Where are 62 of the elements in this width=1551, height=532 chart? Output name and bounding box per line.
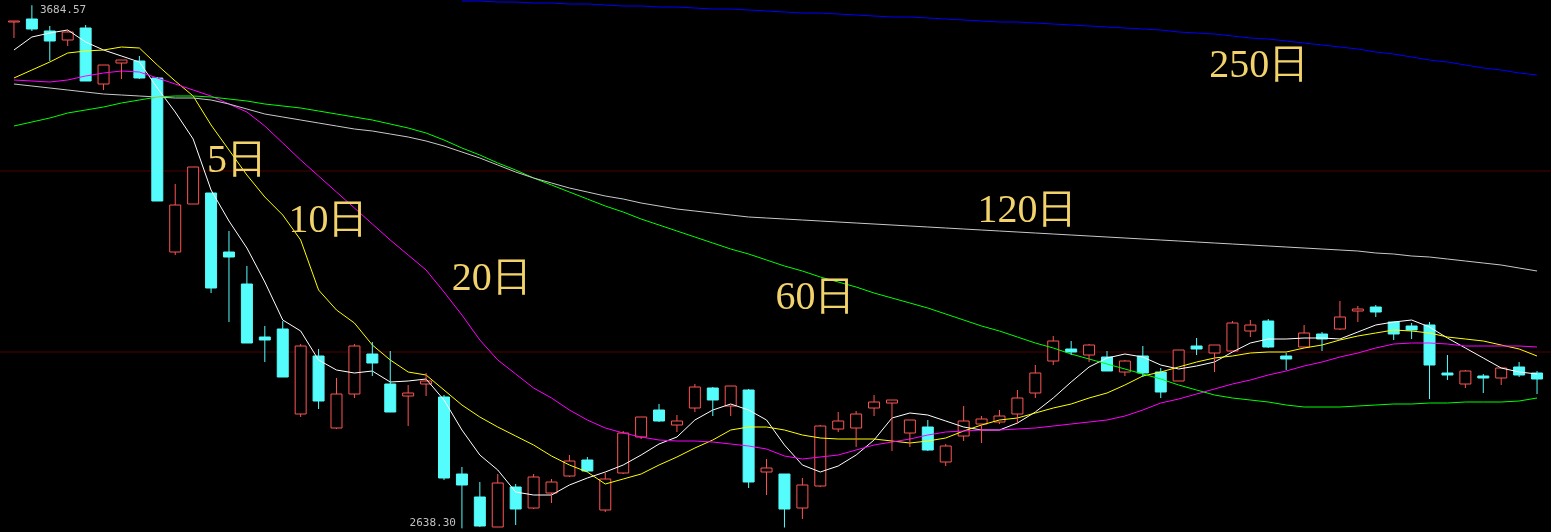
candlestick [581,456,594,472]
candlestick [473,481,486,527]
candlestick [438,394,451,481]
candlestick [61,29,74,47]
candlestick [348,343,361,399]
annotation: 2638.30 [409,516,456,530]
candlestick [1154,367,1167,399]
series-label: 250日 [1209,41,1310,86]
candlestick [366,341,379,377]
candlestick [222,230,235,323]
candlestick [25,4,38,32]
candlestick [1369,304,1382,318]
candlestick [1083,344,1096,363]
candlestick [939,443,952,467]
candlestick [742,389,755,489]
candlestick [258,325,271,363]
candlestick [599,472,612,513]
candlestick [1190,337,1203,356]
candlestick [617,430,630,474]
candlestick [706,387,719,417]
series-label: 120日 [977,186,1078,231]
candlestick [868,394,881,417]
candlestick [1459,370,1472,389]
candlestick [527,473,540,509]
candlestick [760,458,773,496]
candlestick [1136,345,1149,378]
candlestick [688,383,701,413]
candlestick [653,403,666,422]
series-label: 20日 [451,254,532,299]
candlestick [169,183,182,256]
candlestick [1029,364,1042,399]
candlestick [850,410,863,448]
candlestick [402,384,415,427]
candlestick [796,477,809,520]
candlestick [312,348,325,410]
candlestick [294,343,307,418]
candlestick [1262,318,1275,348]
candlestick [455,466,468,529]
candlestick [563,454,576,477]
candlestick [330,377,343,429]
candlestick [1280,352,1293,371]
candlestick [1477,373,1490,394]
candlestick [975,415,988,444]
candlestick [1047,335,1060,366]
candlestick [1011,389,1024,425]
candlestick [1333,300,1346,330]
candlestick [1531,370,1544,395]
annotation: 3684.57 [39,3,87,17]
candlestick [1441,354,1454,381]
series-label: 5日 [206,136,267,181]
series-label: 10日 [288,196,369,241]
candlestick [1065,340,1078,356]
candlestick [1244,319,1257,338]
candlestick [832,411,845,433]
candlestick [509,483,522,526]
candlestick [1226,320,1239,352]
candlestick [670,414,683,433]
candlestick [814,425,827,487]
candlestick [1351,305,1364,323]
series-label: 60日 [775,273,856,318]
candlestick [1405,322,1418,340]
candlestick [545,478,558,504]
